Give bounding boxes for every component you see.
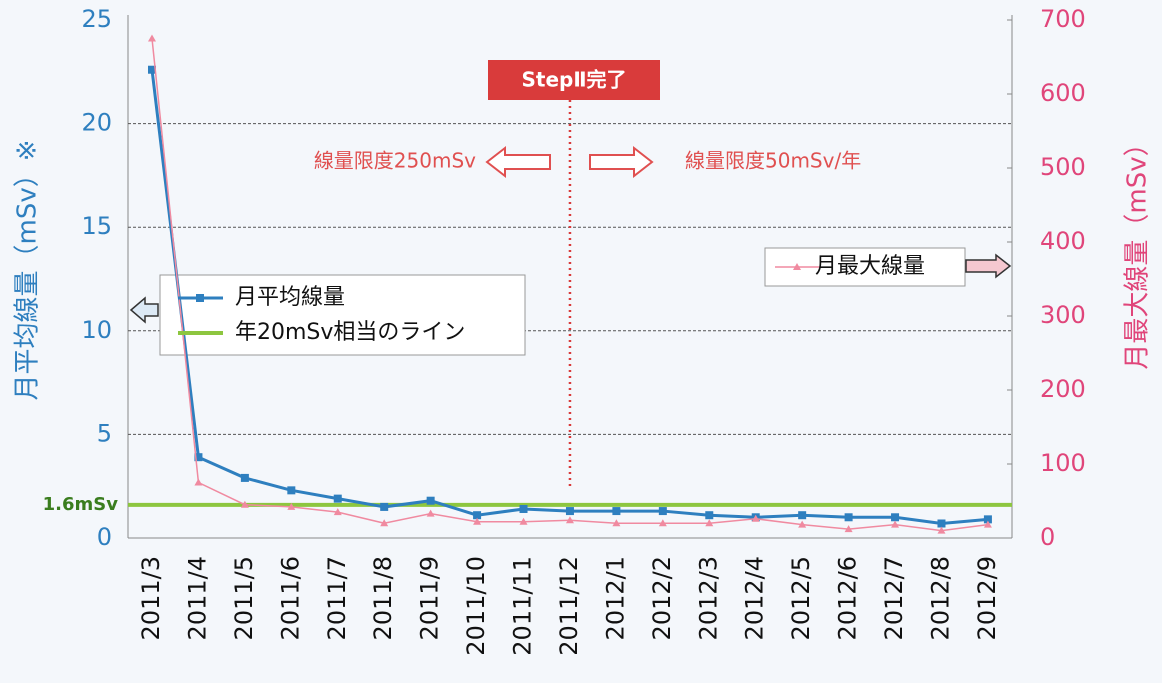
marker	[798, 511, 807, 520]
marker	[380, 502, 389, 511]
step-box	[488, 60, 660, 100]
x-tick-label: 2012/7	[880, 556, 908, 640]
marker	[891, 513, 900, 522]
x-tick-label: 2011/5	[230, 556, 258, 640]
marker	[612, 519, 621, 527]
marker	[148, 65, 156, 74]
marker	[844, 525, 853, 533]
marker	[983, 520, 992, 528]
marker	[705, 511, 714, 520]
y-tick-label: 10	[81, 316, 112, 344]
x-tick-label: 2011/3	[137, 556, 165, 640]
legend-label: 年20mSv相当のライン	[235, 320, 465, 345]
marker	[333, 508, 342, 516]
marker	[333, 494, 342, 503]
x-tick-label: 2011/11	[509, 556, 537, 656]
y2-tick-label: 0	[1040, 523, 1055, 551]
marker	[287, 486, 296, 495]
left-arrow	[485, 145, 551, 179]
x-tick-label: 2012/6	[834, 556, 862, 640]
marker	[194, 453, 203, 462]
marker	[565, 516, 574, 524]
y2-axis-label: 月最大線量（mSv）	[1123, 130, 1153, 369]
x-tick-label: 2011/12	[555, 556, 583, 656]
marker	[519, 504, 528, 513]
annotation: 線量限度250mSv	[314, 149, 476, 173]
marker	[473, 511, 482, 520]
marker	[287, 502, 296, 510]
marker	[473, 517, 482, 525]
x-tick-label: 2012/1	[601, 556, 629, 640]
marker	[937, 526, 946, 534]
y2-tick-label: 300	[1040, 301, 1086, 329]
x-tick-label: 2012/8	[926, 556, 954, 640]
legend-arrow	[129, 296, 159, 324]
y-tick-label: 0	[97, 523, 112, 551]
marker	[891, 520, 900, 528]
reference-label: 1.6mSv	[43, 494, 119, 515]
y2-tick-label: 200	[1040, 375, 1086, 403]
marker	[612, 507, 621, 516]
marker	[240, 500, 249, 508]
legend-marker	[793, 263, 801, 270]
y-tick-label: 20	[81, 109, 112, 137]
x-tick-label: 2011/6	[276, 556, 304, 640]
marker	[380, 519, 389, 527]
marker	[565, 507, 574, 516]
legend-label: 月最大線量	[815, 254, 925, 279]
y2-tick-label: 500	[1040, 153, 1086, 181]
marker	[983, 515, 992, 524]
marker	[937, 519, 946, 528]
legend-box	[764, 247, 966, 287]
legend-marker	[196, 294, 204, 302]
marker	[426, 509, 435, 517]
x-tick-label: 2011/8	[369, 556, 397, 640]
legend-arrow	[965, 253, 1012, 279]
y-axis-label: 月平均線量（mSv）※	[13, 139, 43, 400]
x-tick-label: 2012/3	[694, 556, 722, 640]
x-tick-label: 2011/7	[323, 556, 351, 640]
marker	[519, 517, 528, 525]
right-arrow	[589, 145, 654, 179]
marker	[148, 34, 156, 42]
marker	[705, 519, 714, 527]
marker	[194, 478, 203, 486]
marker	[240, 473, 249, 482]
y2-tick-label: 100	[1040, 449, 1086, 477]
x-tick-label: 2012/4	[741, 556, 769, 640]
x-tick-label: 2011/4	[183, 556, 211, 640]
x-tick-label: 2011/10	[462, 556, 490, 656]
y-tick-label: 15	[81, 212, 112, 240]
x-tick-label: 2011/9	[416, 556, 444, 640]
x-tick-label: 2012/9	[973, 556, 1001, 640]
y-tick-label: 5	[97, 419, 112, 447]
marker	[751, 514, 760, 522]
y2-tick-label: 600	[1040, 79, 1086, 107]
x-tick-label: 2012/2	[648, 556, 676, 640]
marker	[844, 513, 853, 522]
step-label: StepⅡ完了	[521, 68, 626, 92]
marker	[426, 496, 435, 505]
legend-label: 月平均線量	[235, 285, 345, 310]
marker	[658, 519, 667, 527]
legend-box	[159, 274, 526, 356]
x-tick-label: 2012/5	[787, 556, 815, 640]
marker	[658, 507, 667, 516]
y-tick-label: 25	[81, 5, 112, 33]
y2-tick-label: 400	[1040, 227, 1086, 255]
y2-tick-label: 700	[1040, 5, 1086, 33]
annotation: 線量限度50mSv/年	[685, 149, 861, 173]
marker	[798, 520, 807, 528]
